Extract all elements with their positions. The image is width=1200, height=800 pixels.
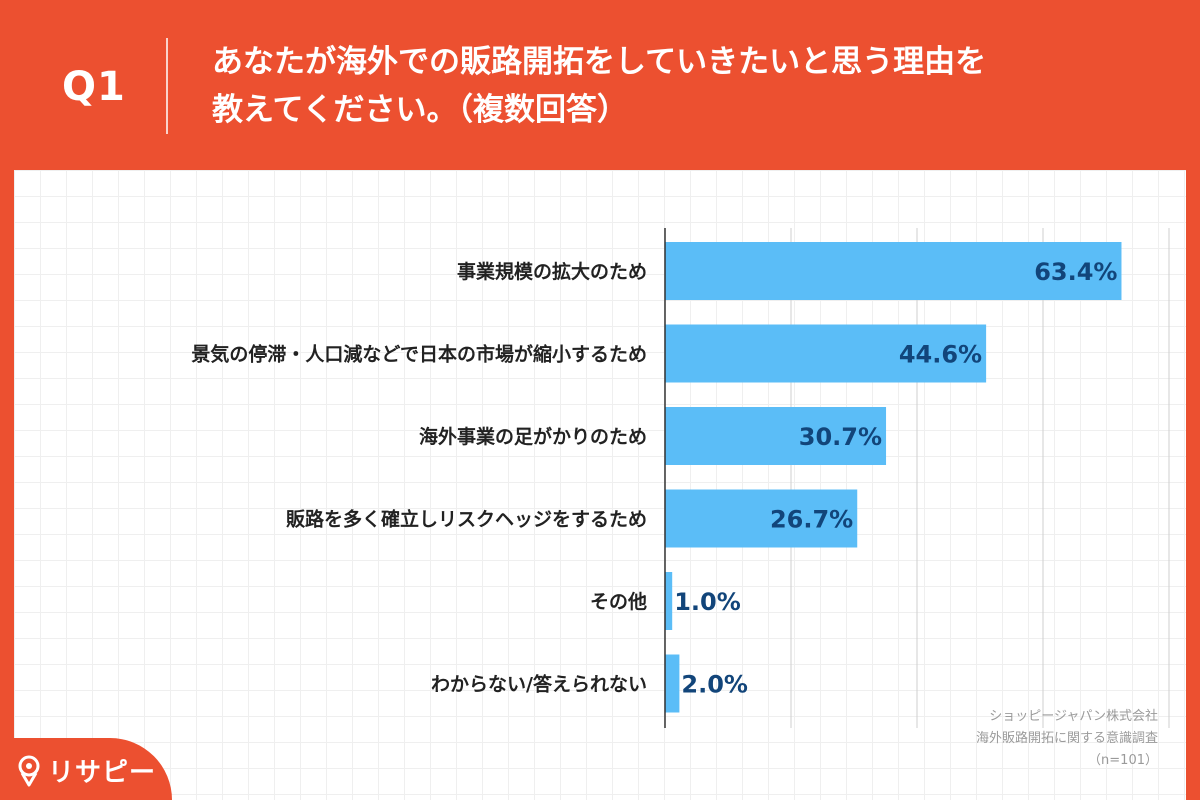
category-label: 景気の停滞・人口減などで日本の市場が縮小するため	[191, 343, 647, 366]
bar	[665, 407, 887, 465]
source-sample-size: （n=101）	[1088, 753, 1158, 768]
source-company: ショッピージャパン株式会社	[989, 709, 1158, 724]
value-label: 1.0%	[674, 588, 741, 616]
bar	[665, 242, 1122, 300]
value-label: 26.7%	[770, 506, 853, 534]
category-label: 事業規模の拡大のため	[457, 260, 647, 283]
bar-chart: 事業規模の拡大のため 63.4% 景気の停滞・人口減などで日本の市場が縮小するため 4…	[191, 228, 1170, 728]
value-label: 63.4%	[1034, 258, 1117, 286]
logo-text: リサピー	[48, 758, 157, 788]
category-label: 販路を多く確立しリスクヘッジをするため	[286, 508, 647, 531]
source-note: ショッピージャパン株式会社 海外販路開拓に関する意識調査 （n=101）	[976, 706, 1158, 772]
bar	[665, 572, 673, 630]
source-survey: 海外販路開拓に関する意識調査	[975, 731, 1158, 746]
bar	[665, 324, 987, 383]
pin-icon	[18, 755, 40, 786]
category-label: 海外事業の足がかりのため	[419, 425, 647, 448]
category-label: わからない/答えられない	[431, 673, 647, 696]
bar	[665, 489, 858, 548]
header-divider	[166, 38, 168, 134]
question-title-line1: あなたが海外での販路開拓をしていきたいと思う理由を	[212, 44, 987, 80]
question-title-line2: 教えてください。（複数回答）	[212, 92, 629, 128]
question-title: あなたが海外での販路開拓をしていきたいと思う理由を 教えてください。（複数回答）	[212, 38, 1172, 134]
chart-panel: 事業規模の拡大のため 63.4% 景気の停滞・人口減などで日本の市場が縮小するため 4…	[14, 170, 1186, 800]
logo: リサピー	[16, 752, 156, 789]
value-label: 44.6%	[899, 341, 982, 369]
bar	[665, 654, 680, 713]
header: Q1 あなたが海外での販路開拓をしていきたいと思う理由を 教えてください。（複数…	[0, 0, 1200, 170]
value-label: 30.7%	[799, 423, 882, 451]
category-label: その他	[590, 590, 647, 613]
logo-tab	[0, 738, 172, 800]
value-label: 2.0%	[681, 671, 748, 699]
question-label: Q1	[62, 64, 126, 110]
